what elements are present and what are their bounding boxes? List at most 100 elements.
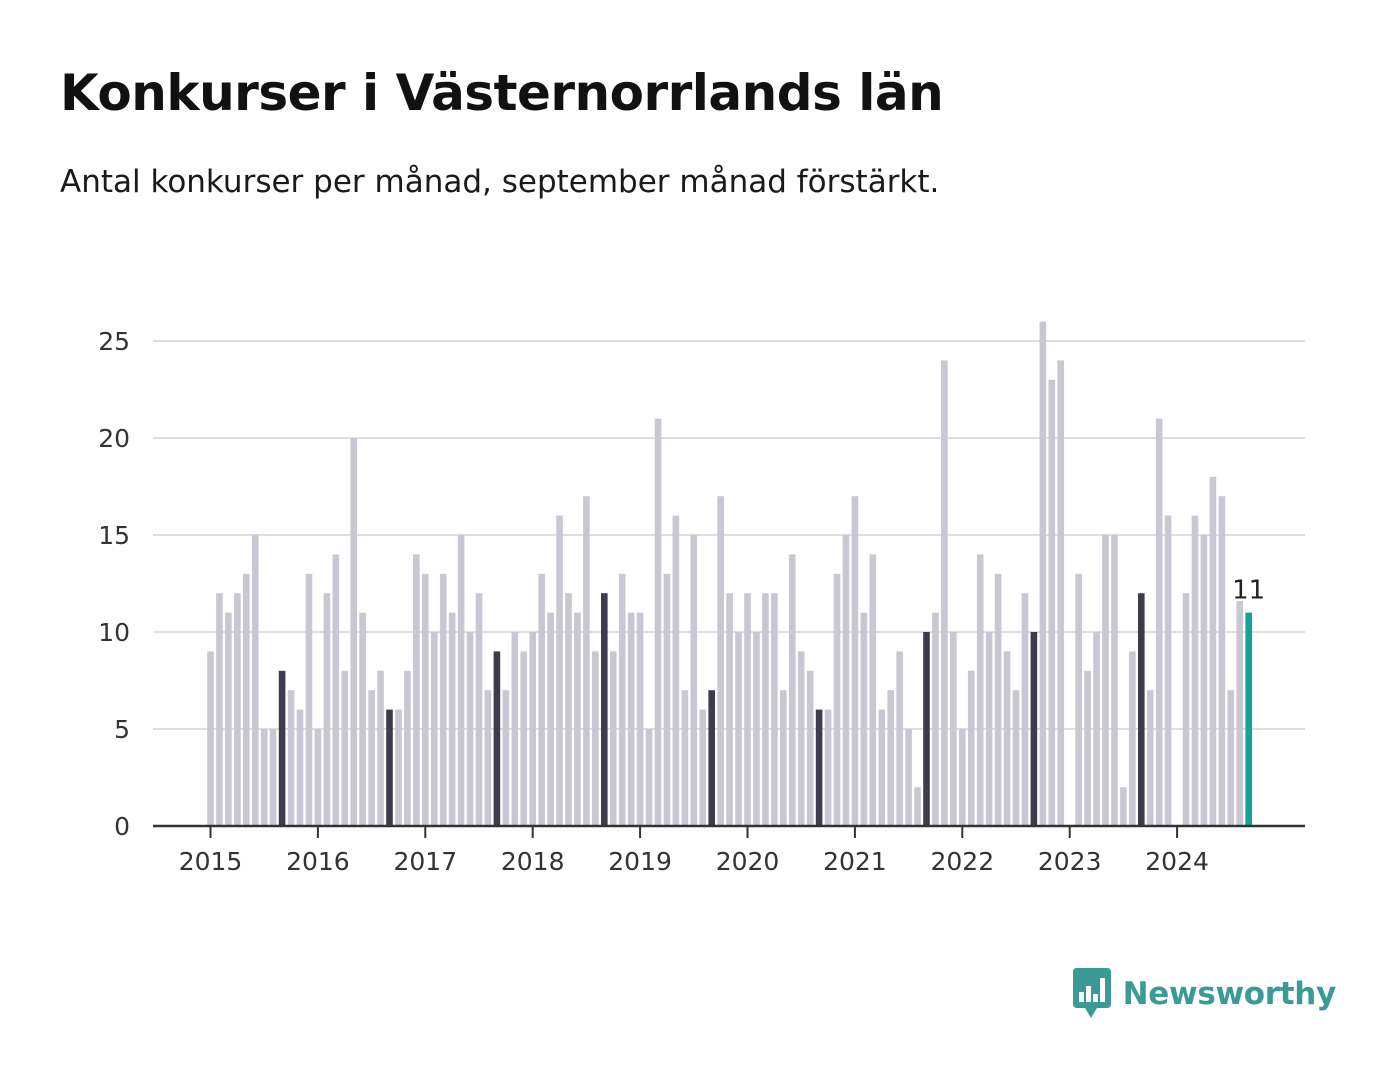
x-tick-label: 2017 [393,847,457,876]
bar [1209,476,1217,826]
y-tick-label: 25 [98,327,130,356]
bar [780,690,787,826]
bar [592,651,599,826]
bar [1039,321,1047,826]
bar [914,787,921,826]
bar [323,593,331,826]
bar [797,651,805,826]
bar [1120,787,1127,826]
bar [538,573,545,826]
chart-subtitle: Antal konkurser per månad, september mån… [60,164,940,200]
bar [1245,612,1252,826]
bar [251,535,259,826]
bar [905,729,912,826]
bar [735,632,742,826]
bar [1138,593,1145,826]
y-tick-label: 5 [114,715,130,744]
bar [466,632,474,826]
y-tick-label: 0 [114,812,130,841]
bar [520,651,528,826]
bar [493,651,501,826]
bar [726,593,733,826]
bar [1191,515,1199,826]
bar [636,612,644,826]
bar [842,535,850,826]
bar [556,515,563,826]
bar [1164,515,1172,826]
bar [1048,379,1056,826]
bar [296,709,304,826]
bar [601,593,608,826]
bar [976,554,984,826]
bar [422,573,429,826]
bar [681,690,689,826]
bar [1111,535,1118,826]
bar [502,690,510,826]
bar [762,593,769,826]
bar [332,554,340,826]
axes [153,824,1305,838]
bar [1012,690,1020,826]
bar [457,535,465,826]
bar [395,709,402,826]
bar [511,632,519,826]
bar [260,729,268,826]
bar [1021,593,1029,826]
bar [878,709,886,826]
bar [744,593,751,826]
bar [583,496,590,826]
bar [439,573,447,826]
bar [1057,360,1065,826]
bar [923,632,930,826]
bar [627,612,635,826]
bar [753,632,760,826]
bar [771,593,778,826]
data-label: 11 [1232,576,1265,606]
bar [386,709,393,826]
y-tick-label: 15 [98,521,130,550]
bar [565,593,572,826]
page-title: Konkurser i Västernorrlands län [60,64,944,122]
bar [1218,496,1226,826]
bar [717,496,724,826]
bar [287,690,295,826]
bar [216,593,223,826]
bar [484,690,492,826]
bar [377,670,384,826]
bar [1102,535,1109,826]
bar [806,670,814,826]
bar [1003,651,1011,826]
bar [663,573,671,826]
x-tick-label: 2021 [823,847,887,876]
x-tick-label: 2023 [1038,847,1102,876]
bar [959,729,966,826]
bar [305,573,313,826]
x-tick-label: 2022 [930,847,994,876]
bars [207,321,1252,826]
x-tick-label: 2019 [608,847,672,876]
bar [1227,690,1235,826]
x-tick-label: 2018 [501,847,565,876]
bar [1182,593,1190,826]
y-tick-label: 20 [98,424,130,453]
bar [243,573,250,826]
bar [941,360,948,826]
bar [994,573,1002,826]
bar [1030,632,1038,826]
bar [690,535,698,826]
bar [824,709,832,826]
x-tick-label: 2016 [286,847,350,876]
bar [833,573,841,826]
bar [1200,535,1208,826]
bar [609,651,617,826]
bar [1084,670,1091,826]
bar-chart-speech-bubble-icon [1072,968,1111,1018]
bar [1236,600,1244,826]
bar [207,651,214,826]
bar [869,554,877,826]
bar [341,670,349,826]
bar [708,690,715,826]
bar [645,729,653,826]
bar [475,593,483,826]
